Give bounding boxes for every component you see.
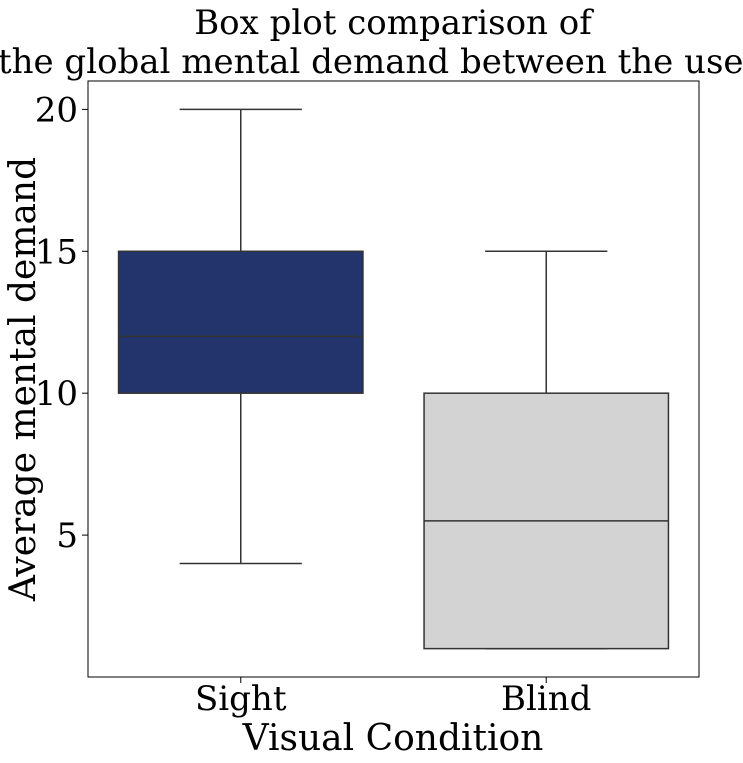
y-axis-label: Average mental demand <box>3 157 44 602</box>
plot-frame <box>87 80 700 678</box>
box-group-blind <box>423 250 670 650</box>
y-tick-label: 15 <box>35 232 78 272</box>
x-tick-label-sight: Sight <box>195 679 287 719</box>
box-group-sight <box>117 108 364 565</box>
box-sight <box>117 250 364 394</box>
y-tick-label: 20 <box>35 90 78 130</box>
x-tick-label-blind: Blind <box>501 679 591 719</box>
x-axis-ticks: Sight Blind <box>195 677 591 719</box>
y-tick-label: 10 <box>35 374 78 414</box>
chart-title-line-1: Box plot comparison of <box>194 3 594 43</box>
y-axis-ticks: 5 10 15 20 <box>35 90 88 556</box>
x-axis-label: Visual Condition <box>242 718 544 759</box>
chart-title-line-2: the global mental demand between the use… <box>0 42 743 82</box>
y-tick-label: 5 <box>56 516 78 556</box>
boxes-layer <box>117 108 670 650</box>
